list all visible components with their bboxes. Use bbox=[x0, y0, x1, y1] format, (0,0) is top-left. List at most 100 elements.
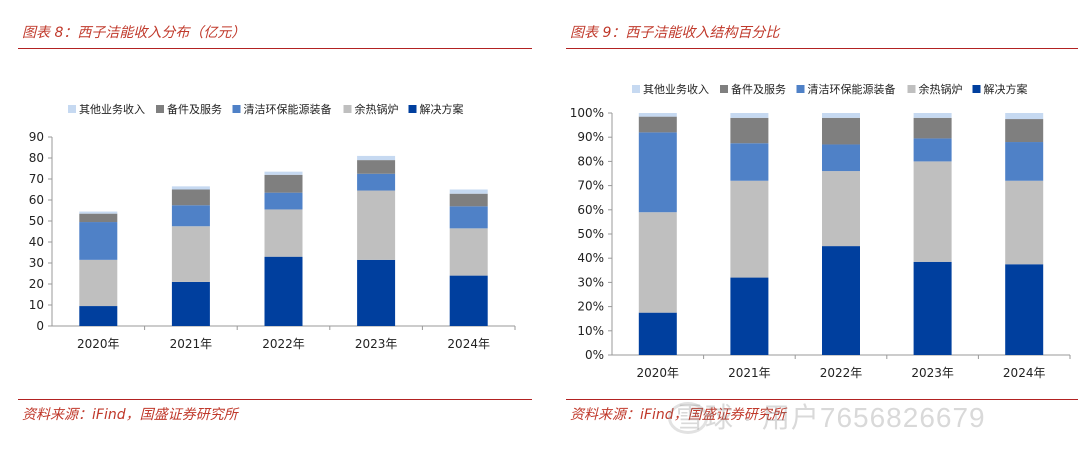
y-tick-label: 90 bbox=[29, 130, 44, 144]
bar-segment bbox=[638, 116, 677, 133]
y-tick-label: 20% bbox=[577, 300, 604, 314]
y-tick-label: 80% bbox=[577, 154, 604, 168]
bar-segment bbox=[449, 275, 488, 326]
bar-segment bbox=[913, 161, 952, 262]
legend-label: 备件及服务 bbox=[167, 102, 222, 116]
bar-segment bbox=[638, 212, 677, 313]
bar-segment bbox=[171, 205, 210, 227]
y-tick-label: 40% bbox=[577, 251, 604, 265]
y-tick-label: 0% bbox=[585, 348, 604, 362]
bar-segment bbox=[171, 186, 210, 190]
x-tick-label: 2024年 bbox=[447, 337, 490, 351]
bar-segment bbox=[913, 117, 952, 139]
bar-segment bbox=[264, 171, 303, 175]
legend-swatch bbox=[156, 105, 164, 113]
bar-segment bbox=[264, 174, 303, 193]
bottom-rule bbox=[566, 399, 1078, 400]
revenue-structure-chart: 0% 10% 20% 30% 40% 50% 60% 70% 80% 90% 100% 2020年 20… bbox=[570, 82, 1071, 380]
y-tick-label: 70 bbox=[29, 172, 44, 186]
bar-segment bbox=[1005, 113, 1044, 120]
revenue-distribution-chart: 0 10 20 30 40 50 60 70 80 90 2020年 2021年 2022年 2023年 2… bbox=[29, 102, 516, 351]
bar-segment bbox=[913, 113, 952, 118]
bar-segment bbox=[449, 228, 488, 276]
bar-segment bbox=[79, 213, 118, 223]
source-note: 资料来源：iFind，国盛证券研究所 bbox=[22, 407, 238, 423]
y-tick-label: 0 bbox=[36, 319, 44, 333]
bar-segment bbox=[822, 171, 860, 247]
bar-segment bbox=[357, 259, 396, 326]
bar-segment bbox=[913, 261, 952, 355]
bar-segment bbox=[79, 211, 118, 214]
bar-segment bbox=[449, 193, 488, 207]
x-tick-label: 2020年 bbox=[77, 337, 120, 351]
watermark: 雪球 · 用户7656826679 bbox=[676, 402, 986, 433]
y-tick-label: 20 bbox=[29, 277, 44, 291]
legend-swatch bbox=[796, 85, 805, 93]
legend-label: 解决方案 bbox=[984, 82, 1028, 96]
legend-label: 余热锅炉 bbox=[919, 82, 963, 96]
bar-segment bbox=[171, 281, 210, 326]
y-tick-label: 10 bbox=[29, 298, 44, 312]
legend-label: 清洁环保能源装备 bbox=[808, 82, 896, 96]
y-tick-label: 50 bbox=[29, 214, 44, 228]
bar-segment bbox=[357, 155, 396, 161]
x-tick-label: 2023年 bbox=[911, 366, 954, 380]
figure-8-title: 图表 8：西子洁能收入分布（亿元） bbox=[22, 25, 246, 41]
legend-label: 清洁环保能源装备 bbox=[244, 102, 332, 116]
bar-segment bbox=[638, 132, 677, 213]
x-tick-label: 2021年 bbox=[170, 337, 213, 351]
legend-swatch bbox=[720, 85, 728, 93]
bar-segment bbox=[171, 189, 210, 206]
x-tick-label: 2022年 bbox=[262, 337, 305, 351]
bar-segment bbox=[357, 173, 396, 191]
bar-segment bbox=[79, 222, 118, 260]
bar-segment bbox=[79, 306, 118, 326]
bar-segment bbox=[264, 209, 303, 257]
top-rule bbox=[566, 48, 1078, 49]
watermark-logo-icon bbox=[668, 402, 708, 434]
legend-label: 其他业务收入 bbox=[79, 102, 145, 116]
y-tick-label: 100% bbox=[570, 106, 604, 120]
legend-label: 余热锅炉 bbox=[355, 102, 399, 116]
y-tick-label: 30 bbox=[29, 256, 44, 270]
y-tick-label: 60 bbox=[29, 193, 44, 207]
legend-label: 备件及服务 bbox=[731, 82, 786, 96]
legend-label: 其他业务收入 bbox=[643, 82, 709, 96]
figure-9-title: 图表 9：西子洁能收入结构百分比 bbox=[570, 25, 780, 41]
bar-segment bbox=[730, 113, 769, 118]
bar-segment bbox=[822, 246, 860, 355]
bar-segment bbox=[730, 143, 769, 181]
bar-segment bbox=[822, 144, 860, 172]
bar-segment bbox=[730, 117, 769, 144]
legend-swatch bbox=[343, 105, 352, 113]
x-tick-label: 2020年 bbox=[637, 366, 680, 380]
bar-segment bbox=[1005, 264, 1044, 355]
y-tick-label: 60% bbox=[577, 203, 604, 217]
bar-segment bbox=[638, 312, 677, 355]
bar-segment bbox=[264, 192, 303, 210]
bar-segment bbox=[1005, 180, 1044, 265]
bar-segment bbox=[171, 226, 210, 282]
bar-segment bbox=[1005, 119, 1044, 143]
right-figure: 图表 9：西子洁能收入结构百分比 0% 10% 20% 30% 40% 50% 60% 70%… bbox=[540, 0, 1080, 451]
bar-segment bbox=[449, 206, 488, 229]
x-tick-label: 2021年 bbox=[728, 366, 771, 380]
bottom-rule bbox=[18, 399, 532, 400]
bar-segment bbox=[449, 189, 488, 194]
legend-swatch bbox=[632, 85, 640, 93]
bar-segment bbox=[730, 277, 769, 355]
y-tick-label: 40 bbox=[29, 235, 44, 249]
y-tick-label: 70% bbox=[577, 179, 604, 193]
legend-swatch bbox=[68, 105, 76, 113]
top-rule bbox=[18, 48, 532, 49]
left-figure: 图表 8：西子洁能收入分布（亿元） 0 10 20 30 40 50 60 70 80 90 202… bbox=[18, 25, 532, 423]
bar-segment bbox=[357, 160, 396, 174]
y-tick-label: 10% bbox=[577, 324, 604, 338]
legend-swatch bbox=[972, 85, 981, 93]
bar-segment bbox=[357, 190, 396, 260]
legend-swatch bbox=[232, 105, 241, 113]
bar-segment bbox=[1005, 142, 1044, 181]
x-tick-label: 2023年 bbox=[355, 337, 398, 351]
bar-segment bbox=[913, 138, 952, 162]
y-tick-label: 80 bbox=[29, 151, 44, 165]
